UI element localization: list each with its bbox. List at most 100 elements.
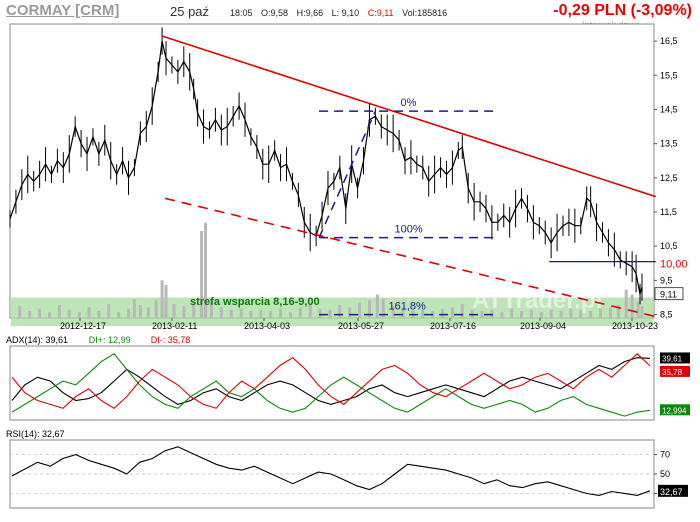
support-zone-label: strefa wsparcia 8,16-9,00 bbox=[190, 296, 320, 308]
y-tick-label: 12,5 bbox=[660, 173, 678, 183]
volume-bar bbox=[28, 310, 32, 318]
volume-bar bbox=[38, 308, 42, 318]
adx-end-label: 35,78 bbox=[662, 368, 683, 377]
volume-bar bbox=[154, 300, 158, 318]
volume-bar bbox=[318, 308, 322, 318]
fib-level-label: 100% bbox=[394, 224, 422, 236]
x-tick-label: 2013-04-03 bbox=[244, 321, 290, 331]
volume-bar bbox=[97, 310, 101, 318]
adx-end-label-box bbox=[660, 352, 690, 364]
quote-date: 25 paź bbox=[170, 4, 210, 19]
volume-bar bbox=[460, 303, 464, 318]
price-label: 10,00 bbox=[660, 258, 688, 270]
quote-time: 18:05 bbox=[230, 8, 253, 18]
adx-end-label: 12,994 bbox=[662, 406, 687, 415]
volume-bar bbox=[172, 303, 176, 318]
volume-bar bbox=[367, 300, 371, 318]
volume-bar bbox=[138, 305, 142, 318]
quote-open: O:9,58 bbox=[261, 8, 289, 18]
volume-bar bbox=[348, 307, 352, 318]
x-tick-label: 2013-09-04 bbox=[520, 321, 566, 331]
volume-bar bbox=[48, 312, 51, 318]
rsi-series-line bbox=[11, 446, 651, 496]
volume-bar bbox=[204, 222, 208, 318]
volume-bar bbox=[146, 307, 150, 318]
volume-bar bbox=[381, 299, 385, 318]
volume-bar bbox=[338, 305, 342, 318]
quote-high: H:9,66 bbox=[296, 8, 324, 18]
volume-bar bbox=[288, 312, 292, 318]
price-change: -0,29 PLN (-3,09%) bbox=[553, 2, 692, 19]
volume-bar bbox=[57, 305, 61, 318]
adx-end-label: 39,61 bbox=[662, 354, 683, 363]
adx-legend-entry: DI-: 35,78 bbox=[151, 335, 191, 345]
volume-bar bbox=[259, 309, 263, 318]
volume-bar bbox=[182, 306, 186, 318]
price-panel-frame bbox=[9, 23, 655, 319]
adx-legend-entry: ADX(14): 39,61 bbox=[6, 335, 68, 345]
adx-series-line bbox=[11, 353, 651, 409]
volume-bar bbox=[117, 312, 121, 318]
fib-level-label: 0% bbox=[400, 97, 416, 109]
volume-bar bbox=[127, 308, 130, 318]
rsi-end-label-box bbox=[658, 484, 688, 497]
adx-panel-frame bbox=[9, 345, 655, 421]
volume-bar bbox=[579, 309, 583, 318]
y-tick-label: 13,5 bbox=[660, 139, 678, 149]
volume-bar bbox=[549, 309, 553, 318]
volume-bar bbox=[616, 305, 620, 318]
volume-bar bbox=[298, 307, 302, 318]
adx-end-label-box bbox=[660, 365, 690, 377]
volume-bar bbox=[160, 280, 164, 318]
y-tick-label: 15,5 bbox=[660, 70, 678, 80]
fib-diagonal-line bbox=[318, 110, 377, 238]
volume-bar bbox=[107, 303, 111, 318]
symbol-title[interactable]: CORMAY [CRM] bbox=[6, 2, 120, 19]
volume-bar bbox=[164, 285, 168, 318]
trendline bbox=[161, 35, 657, 198]
quote-close: C:9,11 bbox=[367, 8, 394, 18]
volume-bar bbox=[500, 312, 504, 318]
volume-bar bbox=[249, 310, 253, 318]
volume-bar bbox=[539, 312, 543, 318]
volume-bar bbox=[630, 294, 634, 318]
volume-bar bbox=[608, 307, 612, 318]
volume-bar bbox=[640, 306, 644, 318]
x-tick-label: 2012-12-17 bbox=[60, 321, 106, 331]
fib-level-label: 161,8% bbox=[388, 301, 426, 313]
volume-bar bbox=[441, 308, 445, 318]
volume-bar bbox=[229, 309, 233, 318]
rsi-tick-label: 70 bbox=[660, 450, 670, 460]
volume-bar bbox=[559, 310, 563, 318]
volume-bar bbox=[200, 230, 204, 318]
volume-bar bbox=[77, 312, 81, 318]
volume-bar bbox=[18, 306, 22, 318]
volume-bar bbox=[269, 310, 273, 318]
volume-bar bbox=[589, 310, 593, 318]
y-tick-label: 16,5 bbox=[660, 36, 678, 46]
ohlc-quote: 18:05 O:9,58 H:9,66 L: 9,10 C:9,11 Vol:1… bbox=[230, 8, 453, 18]
volume-bar bbox=[510, 308, 514, 318]
volume-bar bbox=[87, 307, 91, 318]
volume-bar bbox=[599, 308, 603, 318]
volume-bar bbox=[328, 309, 332, 318]
volume-bar bbox=[192, 301, 196, 318]
volume-bar bbox=[421, 309, 425, 318]
adx-legend-entry: DI+: 12,99 bbox=[89, 335, 131, 345]
adx-series-line bbox=[11, 357, 651, 405]
volume-bar bbox=[624, 289, 628, 318]
support-zone bbox=[11, 297, 653, 327]
volume-bar bbox=[569, 308, 573, 318]
volume-bar bbox=[219, 307, 223, 318]
y-tick-label: 11,5 bbox=[660, 207, 677, 217]
volume-bar bbox=[132, 299, 136, 318]
y-tick-label: 8,5 bbox=[660, 310, 673, 320]
quote-volume: Vol:185816 bbox=[402, 8, 448, 18]
x-tick-label: 2013-10-23 bbox=[612, 321, 658, 331]
volume-bar bbox=[375, 294, 379, 318]
rsi-end-label: 32,67 bbox=[660, 487, 683, 497]
y-tick-label: 10,5 bbox=[660, 241, 678, 251]
volume-bar bbox=[401, 308, 405, 318]
chart-header: CORMAY [CRM] 25 paź 18:05 O:9,58 H:9,66 … bbox=[0, 0, 700, 30]
